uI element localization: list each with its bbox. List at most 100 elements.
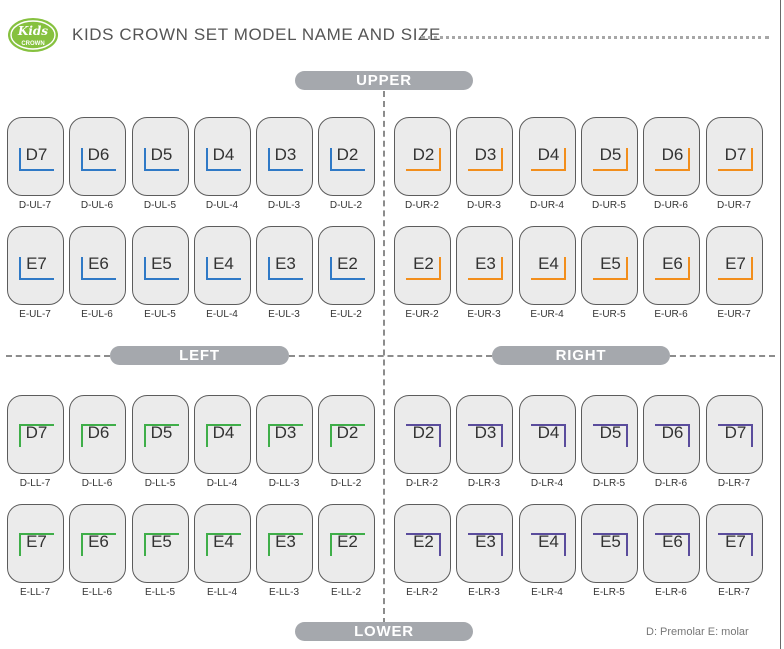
crown-card-e-lr-6: E6 bbox=[643, 504, 700, 583]
crown-model-code: E-LR-4 bbox=[531, 587, 563, 598]
crown-size-label: D4 bbox=[212, 423, 235, 442]
crown-size-label: D4 bbox=[537, 145, 560, 164]
crown-model-code: D-UL-7 bbox=[18, 200, 52, 211]
crown-bracket-mark bbox=[144, 533, 179, 556]
crown-size-label: D3 bbox=[474, 145, 497, 164]
vertical-divider bbox=[383, 91, 385, 624]
crown-card-d-ll-4: D4 bbox=[194, 395, 251, 474]
crown-size-label: D2 bbox=[412, 145, 435, 164]
crown-bracket-mark bbox=[330, 424, 365, 447]
crown-bracket-mark bbox=[406, 257, 441, 280]
crown-size-label: D6 bbox=[661, 423, 684, 442]
crown-card-e-ul-2: E2 bbox=[318, 226, 375, 305]
crown-card-d-ul-7: D7 bbox=[7, 117, 64, 196]
section-upper-pill: UPPER bbox=[295, 71, 473, 90]
crown-size-label: D5 bbox=[150, 423, 173, 442]
section-right-pill: RIGHT bbox=[492, 346, 670, 365]
crown-card-e-lr-4: E4 bbox=[519, 504, 576, 583]
crown-card-d-ll-5: D5 bbox=[132, 395, 189, 474]
crown-model-code: E-LL-5 bbox=[144, 587, 175, 598]
crown-card-d-ur-2: D2 bbox=[394, 117, 451, 196]
crown-model-code: E-UR-7 bbox=[717, 309, 751, 320]
horizontal-divider-left bbox=[6, 355, 110, 357]
crown-bracket-mark bbox=[268, 424, 303, 447]
crown-size-label: E5 bbox=[600, 532, 621, 551]
horizontal-divider-center bbox=[289, 355, 492, 357]
crown-card-d-lr-4: D4 bbox=[519, 395, 576, 474]
crown-size-label: E3 bbox=[475, 254, 496, 273]
crown-card-d-lr-2: D2 bbox=[394, 395, 451, 474]
crown-size-label: E5 bbox=[151, 254, 172, 273]
crown-model-code: E-UR-4 bbox=[530, 309, 564, 320]
crown-model-code: D-UR-6 bbox=[654, 200, 688, 211]
crown-bracket-mark bbox=[406, 148, 441, 171]
crown-bracket-mark bbox=[468, 424, 503, 447]
crown-model-code: E-UL-7 bbox=[19, 309, 51, 320]
crown-card-e-ll-5: E5 bbox=[132, 504, 189, 583]
crown-model-code: E-LL-4 bbox=[206, 587, 237, 598]
crown-bracket-mark bbox=[718, 424, 753, 447]
crown-card-e-ur-4: E4 bbox=[519, 226, 576, 305]
crown-size-label: D2 bbox=[336, 423, 359, 442]
crown-size-label: E6 bbox=[662, 532, 683, 551]
crown-bracket-mark bbox=[531, 257, 566, 280]
crown-model-code: D-LL-6 bbox=[81, 478, 113, 489]
crown-bracket-mark bbox=[531, 148, 566, 171]
crown-size-label: D7 bbox=[724, 145, 747, 164]
crown-size-label: D4 bbox=[212, 145, 235, 164]
crown-card-e-lr-5: E5 bbox=[581, 504, 638, 583]
crown-model-code: E-UR-2 bbox=[405, 309, 439, 320]
crown-bracket-mark bbox=[268, 257, 303, 280]
crown-size-label: E2 bbox=[337, 532, 358, 551]
crown-model-code: E-UR-6 bbox=[654, 309, 688, 320]
crown-size-label: E7 bbox=[26, 254, 47, 273]
crown-model-code: D-UL-4 bbox=[205, 200, 239, 211]
crown-model-code: E-LL-3 bbox=[268, 587, 299, 598]
crown-model-code: D-UR-5 bbox=[592, 200, 626, 211]
crown-model-code: E-LR-2 bbox=[406, 587, 438, 598]
crown-bracket-mark bbox=[206, 257, 241, 280]
crown-size-label: E7 bbox=[725, 532, 746, 551]
crown-size-label: D7 bbox=[25, 145, 48, 164]
crown-card-e-ll-7: E7 bbox=[7, 504, 64, 583]
crown-bracket-mark bbox=[330, 257, 365, 280]
svg-text:Kids: Kids bbox=[17, 24, 48, 38]
crown-size-label: D6 bbox=[87, 423, 110, 442]
crown-size-label: E5 bbox=[600, 254, 621, 273]
crown-model-code: D-LL-7 bbox=[19, 478, 51, 489]
crown-card-e-lr-3: E3 bbox=[456, 504, 513, 583]
crown-size-label: E4 bbox=[213, 254, 234, 273]
crown-size-label: E2 bbox=[413, 532, 434, 551]
crown-bracket-mark bbox=[655, 533, 690, 556]
crown-model-code: D-LL-4 bbox=[206, 478, 238, 489]
page-border bbox=[780, 0, 781, 649]
crown-card-d-ll-3: D3 bbox=[256, 395, 313, 474]
crown-model-code: E-LR-3 bbox=[468, 587, 500, 598]
crown-model-code: D-LR-2 bbox=[405, 478, 439, 489]
crown-size-label: E2 bbox=[413, 254, 434, 273]
crown-bracket-mark bbox=[268, 148, 303, 171]
crown-model-code: D-UL-5 bbox=[143, 200, 177, 211]
crown-model-code: D-LL-2 bbox=[330, 478, 362, 489]
crown-size-label: D3 bbox=[474, 423, 497, 442]
crown-bracket-mark bbox=[144, 257, 179, 280]
crown-card-d-ul-2: D2 bbox=[318, 117, 375, 196]
crown-bracket-mark bbox=[718, 533, 753, 556]
crown-model-code: D-UR-3 bbox=[467, 200, 501, 211]
crown-card-e-ul-6: E6 bbox=[69, 226, 126, 305]
crown-size-label: D5 bbox=[150, 145, 173, 164]
crown-size-label: E5 bbox=[151, 532, 172, 551]
crown-card-d-ul-5: D5 bbox=[132, 117, 189, 196]
crown-size-label: D7 bbox=[724, 423, 747, 442]
crown-card-e-ll-4: E4 bbox=[194, 504, 251, 583]
crown-card-d-ur-7: D7 bbox=[706, 117, 763, 196]
legend-note: D: Premolar E: molar bbox=[646, 626, 749, 638]
crown-model-code: D-LR-4 bbox=[530, 478, 564, 489]
crown-model-code: E-LR-7 bbox=[718, 587, 750, 598]
crown-model-code: E-UL-5 bbox=[144, 309, 176, 320]
crown-model-code: E-LR-6 bbox=[655, 587, 687, 598]
horizontal-divider-right bbox=[670, 355, 775, 357]
crown-size-label: E6 bbox=[88, 532, 109, 551]
crown-model-code: D-UL-3 bbox=[267, 200, 301, 211]
crown-model-code: D-UL-2 bbox=[329, 200, 363, 211]
